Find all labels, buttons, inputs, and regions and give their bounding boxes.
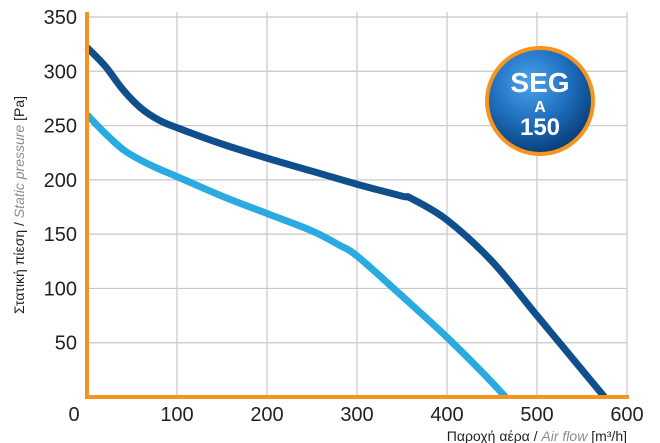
y-tick-label: 100 [44,278,77,300]
y-tick-label: 350 [44,7,77,29]
x-tick-label: 600 [610,404,643,426]
x-tick-label: 0 [68,404,79,426]
tick-labels: 0 100 200 300 400 500 600 50 100 150 200 250 300 350 [44,7,644,426]
y-axis-title: Στατική πίεση / Static pressure [Pa] [11,96,27,314]
badge-disc [489,50,591,152]
x-tick-label: 100 [160,404,193,426]
series-line-2 [84,112,509,398]
y-tick-label: 50 [55,333,77,355]
y-tick-label: 300 [44,61,77,83]
badge-line-2: A [534,99,546,116]
series-line-1 [84,44,608,398]
x-tick-label: 400 [430,404,463,426]
x-tick-label: 200 [250,404,283,426]
y-tick-label: 250 [44,116,77,138]
series-layer [84,44,608,398]
badge-line-1: SEG [510,67,569,98]
y-tick-label: 200 [44,170,77,192]
model-badge: SEG A 150 [485,46,595,156]
x-tick-label: 500 [520,404,553,426]
y-tick-label: 150 [44,224,77,246]
badge-line-3: 150 [520,114,560,141]
x-axis-title: Παροχή αέρα / Air flow [m³/h] [447,428,627,443]
axes [85,12,629,399]
x-tick-label: 300 [340,404,373,426]
